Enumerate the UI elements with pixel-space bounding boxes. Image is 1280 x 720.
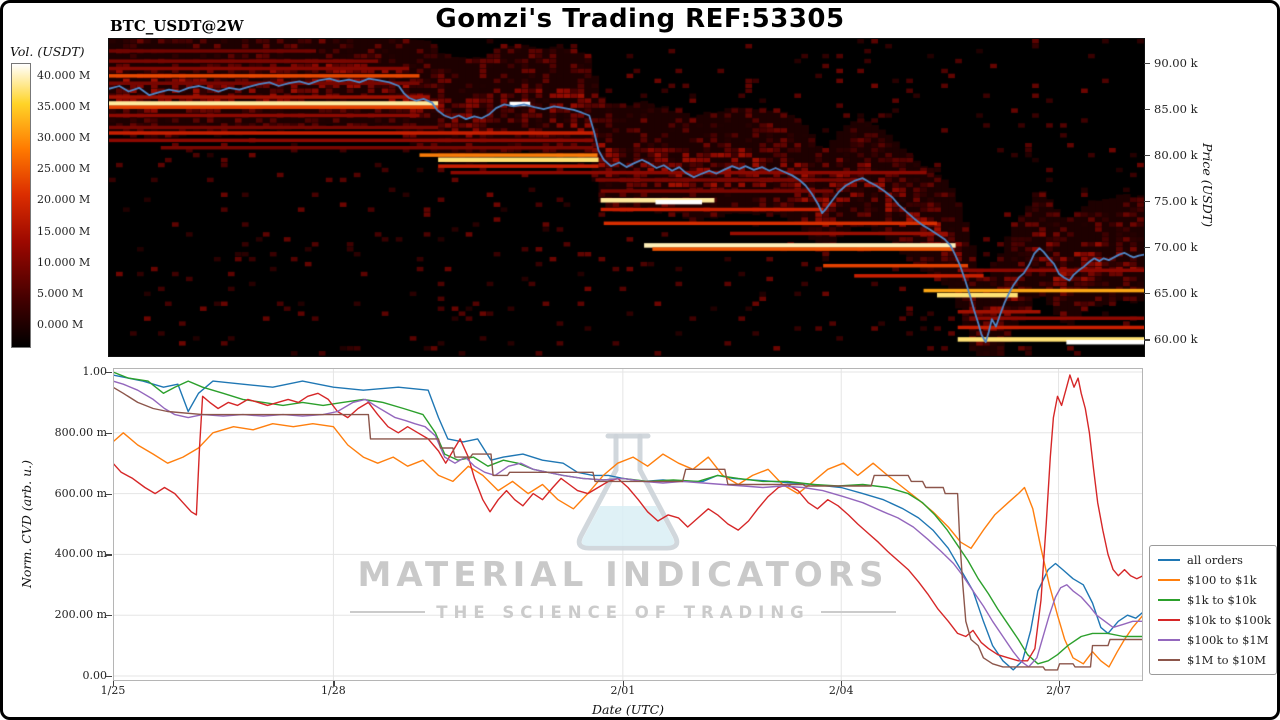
price-axis-tick: 90.00 k — [1154, 55, 1198, 70]
price-axis-tick: 70.00 k — [1154, 240, 1198, 255]
plot-frame — [113, 368, 1143, 681]
volume-colorbar-tick: 25.000 M — [37, 162, 91, 176]
cvd-axis-tickmark — [106, 493, 112, 495]
date-axis-tickmark — [622, 681, 625, 686]
price-axis-tickmark — [1144, 339, 1150, 341]
date-axis-title: Date (UTC) — [591, 702, 665, 717]
cvd-axis-tickmark — [106, 372, 112, 374]
cvd-axis-tickmark — [106, 554, 112, 556]
legend-label: $100k to $1M — [1187, 633, 1269, 647]
watermark-subtitle: THE SCIENCE OF TRADING — [436, 603, 809, 622]
price-axis-tickmark — [1144, 201, 1150, 203]
date-axis-tick: 2/01 — [610, 684, 636, 697]
series-line--10k-to-100k — [113, 374, 1143, 662]
watermark-flask-liquid — [581, 506, 675, 546]
legend-item[interactable]: all orders — [1158, 553, 1268, 567]
volume-colorbar-tick: 35.000 M — [37, 100, 91, 114]
legend-swatch — [1158, 599, 1180, 601]
cvd-axis-tickmark — [106, 432, 112, 434]
cvd-axis-tick: 1.00 — [82, 365, 108, 378]
legend-swatch — [1158, 579, 1180, 581]
page-title: Gomzi's Trading REF:53305 — [435, 4, 845, 34]
price-axis-tick: 80.00 k — [1154, 148, 1198, 163]
legend-item[interactable]: $10k to $100k — [1158, 613, 1272, 627]
volume-colorbar-tick: 30.000 M — [37, 131, 91, 145]
legend: all orders $100 to $1k $1k to $10k $10k to … — [1149, 545, 1277, 675]
price-axis-tick: 60.00 k — [1154, 332, 1198, 347]
series-line-all-orders — [113, 374, 1143, 671]
price-axis-tickmark — [1144, 62, 1150, 65]
liquidity-heatmap-canvas[interactable] — [108, 38, 1145, 357]
watermark-flask-icon — [576, 433, 680, 551]
date-axis-tick: 2/04 — [828, 684, 854, 697]
date-axis-tickmark — [1058, 681, 1060, 686]
volume-colorbar-tick: 40.000 M — [37, 69, 91, 82]
cvd-axis-tick: 0.00 — [82, 669, 108, 682]
volume-colorbar-tick: 5.000 M — [37, 286, 84, 300]
legend-swatch — [1158, 619, 1180, 621]
legend-label: $100 to $1k — [1187, 573, 1257, 587]
price-axis-title: Price (USDT) — [1200, 143, 1215, 227]
legend-swatch — [1158, 639, 1180, 641]
price-axis-tickmark — [1144, 108, 1150, 111]
symbol-label: BTC_USDT@2W — [110, 17, 244, 35]
date-axis-tickmark — [333, 681, 335, 686]
price-axis-tickmark — [1144, 155, 1150, 157]
volume-colorbar — [11, 63, 31, 348]
date-axis-tick: 1/28 — [321, 684, 346, 697]
legend-item[interactable]: $1k to $10k — [1158, 593, 1268, 607]
legend-item[interactable]: $100 to $1k — [1158, 573, 1268, 587]
legend-swatch — [1158, 659, 1180, 661]
price-axis-tick: 75.00 k — [1154, 194, 1198, 209]
series-line--100-to-1k — [113, 423, 1143, 668]
volume-colorbar-tick: 20.000 M — [37, 193, 91, 207]
volume-colorbar-tick: 10.000 M — [37, 255, 91, 269]
series-line--1m-to-10m — [113, 386, 1143, 671]
cvd-axis-tick: 400.00 m — [54, 547, 107, 561]
legend-label: $1M to $10M — [1187, 653, 1266, 667]
price-axis-tick: 85.00 k — [1154, 101, 1198, 116]
legend-label: $10k to $100k — [1187, 613, 1272, 627]
legend-label: all orders — [1187, 553, 1243, 567]
volume-colorbar-title: Vol. (USDT) — [10, 44, 85, 59]
volume-colorbar-tick: 0.000 M — [37, 317, 84, 331]
cvd-axis-tickmark — [106, 615, 112, 617]
date-axis-tickmark — [841, 681, 843, 686]
cvd-axis-tick: 200.00 m — [54, 608, 107, 622]
watermark-title: MATERIAL INDICATORS — [358, 555, 889, 595]
price-axis-tickmark — [1144, 247, 1150, 249]
legend-item[interactable]: $100k to $1M — [1158, 633, 1269, 647]
cvd-axis-title: Norm. CVD (arb. u.) — [19, 460, 34, 588]
cvd-axis-tick: 600.00 m — [54, 486, 107, 500]
date-axis-tick: 1/25 — [100, 684, 126, 697]
price-axis-tick: 65.00 k — [1154, 286, 1198, 301]
cvd-axis-tick: 800.00 m — [54, 425, 107, 439]
date-axis-tick: 2/07 — [1046, 684, 1071, 697]
cvd-chart[interactable]: MATERIAL INDICATORS THE SCIENCE OF TRADIN… — [113, 368, 1143, 681]
legend-label: $1k to $10k — [1187, 593, 1257, 607]
legend-swatch — [1158, 559, 1180, 561]
price-axis-tickmark — [1144, 293, 1150, 295]
volume-colorbar-tick: 15.000 M — [37, 224, 91, 238]
cvd-axis-tickmark — [106, 676, 112, 678]
legend-item[interactable]: $1M to $10M — [1158, 653, 1268, 667]
date-axis-tickmark — [113, 681, 115, 686]
